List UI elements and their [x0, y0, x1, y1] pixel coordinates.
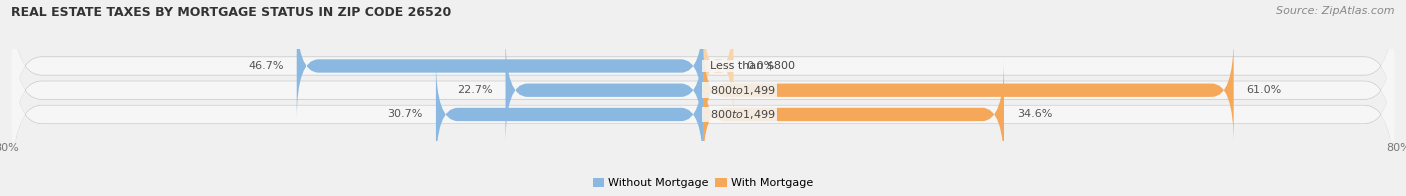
Text: 22.7%: 22.7% [457, 85, 492, 95]
FancyBboxPatch shape [436, 61, 703, 168]
FancyBboxPatch shape [11, 0, 1395, 142]
Legend: Without Mortgage, With Mortgage: Without Mortgage, With Mortgage [588, 174, 818, 193]
Text: $800 to $1,499: $800 to $1,499 [703, 108, 776, 121]
Text: 34.6%: 34.6% [1017, 109, 1053, 119]
FancyBboxPatch shape [11, 39, 1395, 190]
FancyBboxPatch shape [703, 12, 734, 120]
Text: Source: ZipAtlas.com: Source: ZipAtlas.com [1277, 6, 1395, 16]
Text: 30.7%: 30.7% [388, 109, 423, 119]
Text: 61.0%: 61.0% [1247, 85, 1282, 95]
FancyBboxPatch shape [703, 61, 1004, 168]
FancyBboxPatch shape [11, 38, 1395, 191]
Text: Less than $800: Less than $800 [703, 61, 794, 71]
Text: $800 to $1,499: $800 to $1,499 [703, 84, 776, 97]
FancyBboxPatch shape [11, 14, 1395, 166]
FancyBboxPatch shape [11, 15, 1395, 166]
Text: 46.7%: 46.7% [249, 61, 284, 71]
FancyBboxPatch shape [11, 0, 1395, 142]
FancyBboxPatch shape [703, 36, 1233, 144]
FancyBboxPatch shape [297, 12, 703, 120]
Text: 0.0%: 0.0% [747, 61, 775, 71]
FancyBboxPatch shape [506, 36, 703, 144]
Text: REAL ESTATE TAXES BY MORTGAGE STATUS IN ZIP CODE 26520: REAL ESTATE TAXES BY MORTGAGE STATUS IN … [11, 6, 451, 19]
